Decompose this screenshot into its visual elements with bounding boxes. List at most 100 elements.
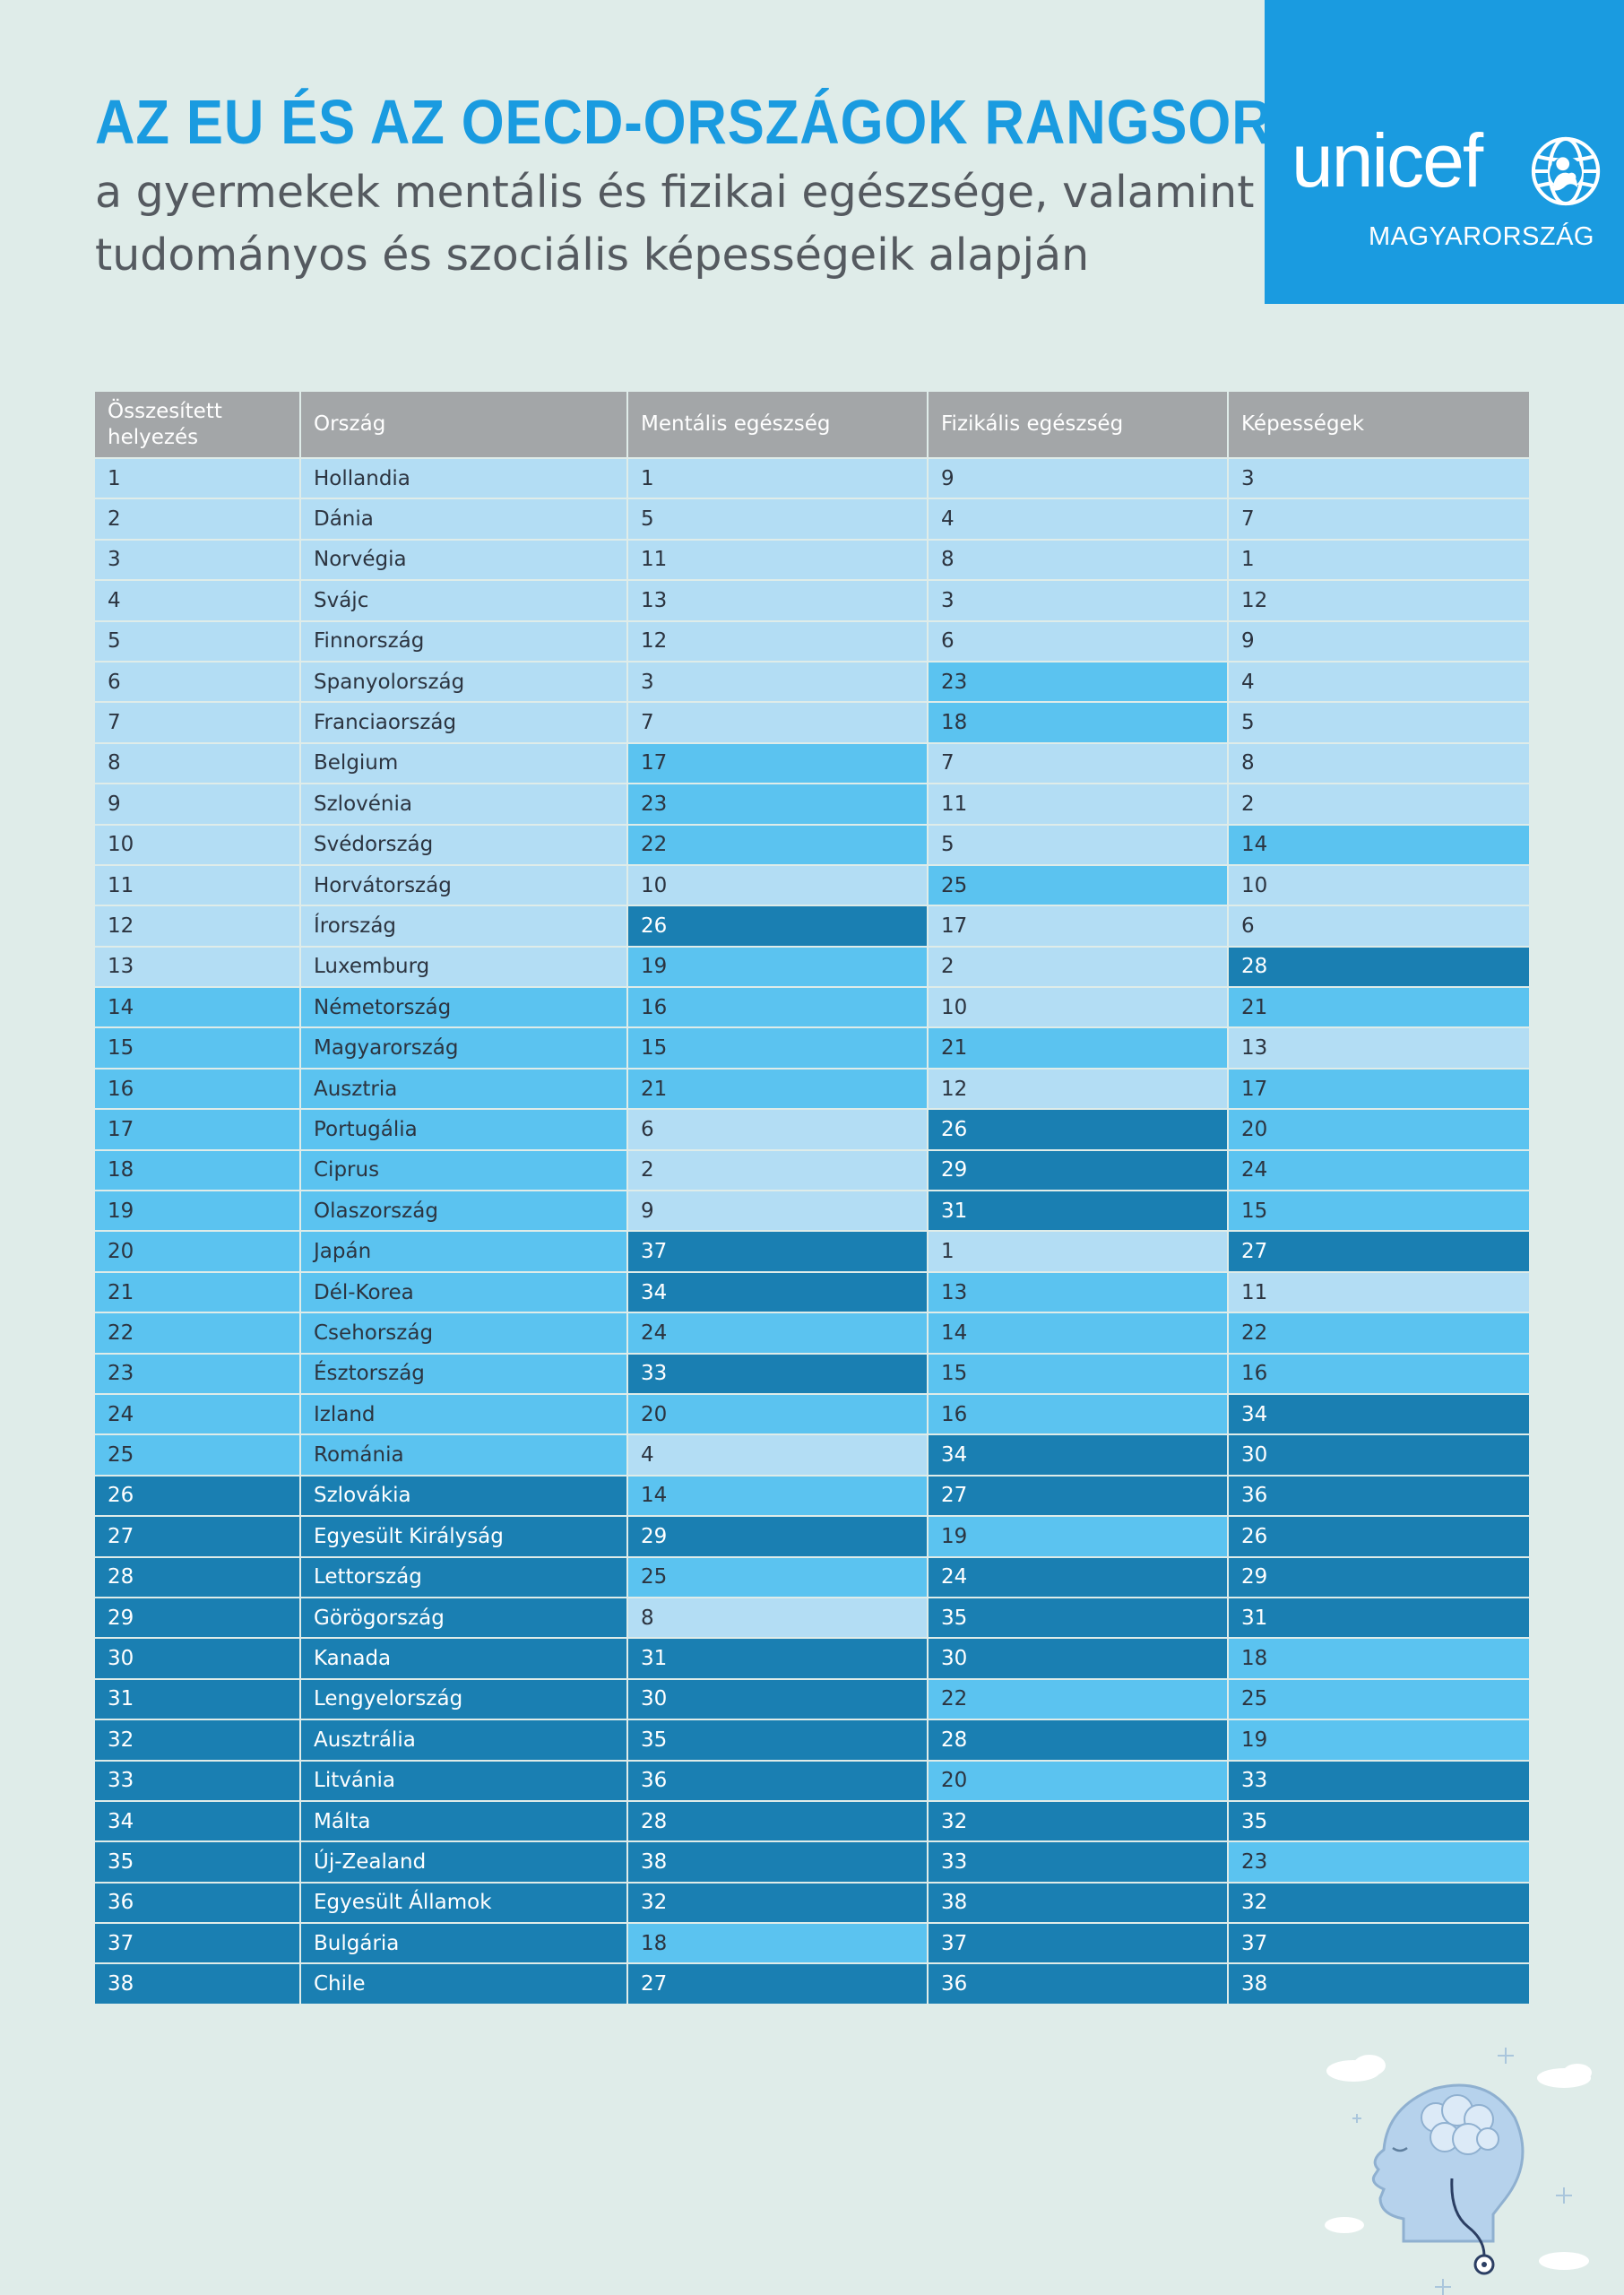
cell-overall-rank: 34 (95, 1801, 301, 1843)
cell-overall-rank: 32 (95, 1720, 301, 1762)
cell-mental-health: 1 (628, 459, 929, 500)
cell-skills: 28 (1229, 947, 1529, 989)
cell-country: Litvánia (301, 1761, 628, 1802)
cell-physical-health: 7 (929, 743, 1229, 785)
table-row: 8 Belgium 17 7 8 (95, 743, 1529, 785)
cell-physical-health: 2 (929, 947, 1229, 989)
cell-mental-health: 25 (628, 1557, 929, 1598)
table-header-row: Összesített helyezés Ország Mentális egé… (95, 392, 1529, 459)
cell-country: Lettország (301, 1557, 628, 1598)
cell-mental-health: 35 (628, 1720, 929, 1762)
cell-overall-rank: 35 (95, 1842, 301, 1884)
cell-skills: 36 (1229, 1476, 1529, 1518)
cell-country: Magyarország (301, 1028, 628, 1070)
cell-overall-rank: 25 (95, 1435, 301, 1477)
cell-skills: 3 (1229, 459, 1529, 500)
cell-overall-rank: 18 (95, 1150, 301, 1192)
cell-mental-health: 2 (628, 1150, 929, 1192)
cell-physical-health: 28 (929, 1720, 1229, 1762)
cell-country: Kanada (301, 1639, 628, 1680)
cell-skills: 12 (1229, 581, 1529, 622)
table-row: 38 Chile 27 36 38 (95, 1964, 1529, 2005)
cell-overall-rank: 4 (95, 581, 301, 622)
cell-overall-rank: 10 (95, 825, 301, 866)
cell-mental-health: 33 (628, 1354, 929, 1395)
header-overall-rank: Összesített helyezés (95, 392, 301, 459)
table-row: 23 Észtország 33 15 16 (95, 1354, 1529, 1395)
table-row: 1 Hollandia 1 9 3 (95, 459, 1529, 500)
cell-skills: 14 (1229, 825, 1529, 866)
table-row: 5 Finnország 12 6 9 (95, 621, 1529, 663)
cell-physical-health: 26 (929, 1110, 1229, 1151)
cell-physical-health: 6 (929, 621, 1229, 663)
cell-overall-rank: 31 (95, 1679, 301, 1721)
cell-overall-rank: 17 (95, 1110, 301, 1151)
cell-physical-health: 38 (929, 1883, 1229, 1925)
cell-overall-rank: 8 (95, 743, 301, 785)
cell-country: Egyesült Államok (301, 1883, 628, 1925)
page-subtitle: a gyermekek mentális és fizikai egészség… (95, 161, 1260, 287)
cell-overall-rank: 5 (95, 621, 301, 663)
cell-overall-rank: 21 (95, 1272, 301, 1314)
cell-country: Szlovénia (301, 784, 628, 826)
table-row: 20 Japán 37 1 27 (95, 1232, 1529, 1273)
table-row: 25 Románia 4 34 30 (95, 1435, 1529, 1477)
cell-overall-rank: 7 (95, 703, 301, 744)
cell-physical-health: 27 (929, 1476, 1229, 1518)
cell-skills: 33 (1229, 1761, 1529, 1802)
cell-mental-health: 14 (628, 1476, 929, 1518)
cell-skills: 9 (1229, 621, 1529, 663)
table-row: 33 Litvánia 36 20 33 (95, 1761, 1529, 1802)
logo-wordmark: unicef (1291, 118, 1483, 203)
cell-country: Izland (301, 1394, 628, 1436)
cell-mental-health: 7 (628, 703, 929, 744)
cell-country: Norvégia (301, 540, 628, 582)
cell-skills: 6 (1229, 906, 1529, 948)
cell-overall-rank: 6 (95, 662, 301, 704)
table-row: 6 Spanyolország 3 23 4 (95, 662, 1529, 704)
cell-overall-rank: 14 (95, 988, 301, 1029)
table-row: 7 Franciaország 7 18 5 (95, 703, 1529, 744)
cell-overall-rank: 15 (95, 1028, 301, 1070)
table-row: 16 Ausztria 21 12 17 (95, 1069, 1529, 1111)
cell-country: Japán (301, 1232, 628, 1273)
cell-skills: 35 (1229, 1801, 1529, 1843)
cell-mental-health: 38 (628, 1842, 929, 1884)
cell-country: Chile (301, 1964, 628, 2005)
cell-country: Ausztria (301, 1069, 628, 1111)
cell-overall-rank: 27 (95, 1517, 301, 1558)
cell-physical-health: 29 (929, 1150, 1229, 1192)
cell-mental-health: 8 (628, 1598, 929, 1640)
table-row: 24 Izland 20 16 34 (95, 1394, 1529, 1436)
cell-physical-health: 23 (929, 662, 1229, 704)
cell-overall-rank: 12 (95, 906, 301, 948)
cell-skills: 27 (1229, 1232, 1529, 1273)
cell-skills: 18 (1229, 1639, 1529, 1680)
cell-mental-health: 28 (628, 1801, 929, 1843)
table-row: 14 Németország 16 10 21 (95, 988, 1529, 1029)
cell-skills: 19 (1229, 1720, 1529, 1762)
cell-overall-rank: 28 (95, 1557, 301, 1598)
table-row: 13 Luxemburg 19 2 28 (95, 947, 1529, 989)
cell-skills: 37 (1229, 1924, 1529, 1965)
cell-skills: 2 (1229, 784, 1529, 826)
cell-mental-health: 13 (628, 581, 929, 622)
table-row: 36 Egyesült Államok 32 38 32 (95, 1883, 1529, 1925)
cell-physical-health: 31 (929, 1191, 1229, 1233)
cell-physical-health: 9 (929, 459, 1229, 500)
cell-overall-rank: 20 (95, 1232, 301, 1273)
cell-physical-health: 5 (929, 825, 1229, 866)
cell-skills: 11 (1229, 1272, 1529, 1314)
table-row: 18 Ciprus 2 29 24 (95, 1150, 1529, 1192)
cell-overall-rank: 30 (95, 1639, 301, 1680)
cell-physical-health: 16 (929, 1394, 1229, 1436)
cell-country: Észtország (301, 1354, 628, 1395)
table-row: 4 Svájc 13 3 12 (95, 581, 1529, 622)
cell-physical-health: 19 (929, 1517, 1229, 1558)
cell-mental-health: 36 (628, 1761, 929, 1802)
cell-mental-health: 15 (628, 1028, 929, 1070)
header-skills: Képességek (1229, 392, 1529, 459)
cell-country: Spanyolország (301, 662, 628, 704)
cell-overall-rank: 38 (95, 1964, 301, 2005)
cell-mental-health: 12 (628, 621, 929, 663)
